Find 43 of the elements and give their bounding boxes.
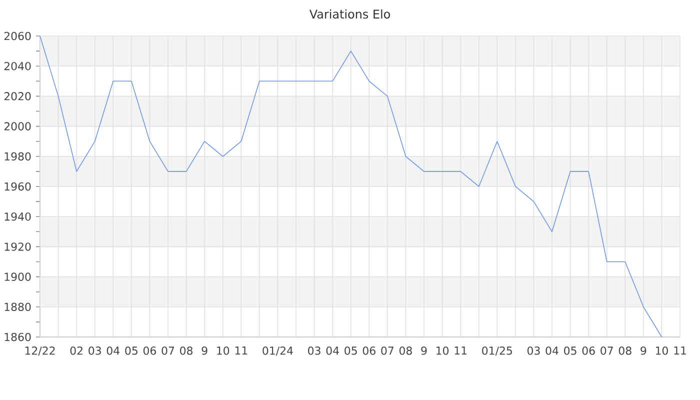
x-tick-label: 05 — [344, 346, 357, 355]
y-tick-label: 1900 — [4, 272, 31, 281]
y-tick-label: 1960 — [4, 182, 31, 191]
y-tick-label: 1980 — [4, 152, 31, 161]
x-tick-label: 10 — [436, 346, 449, 355]
y-tick-label: 1860 — [4, 332, 31, 342]
x-tick-label: 08 — [399, 346, 412, 355]
y-tick-label: 2060 — [4, 32, 31, 40]
x-tick-label: 02 — [70, 346, 82, 355]
x-tick-label: 9 — [202, 346, 208, 355]
x-tick-label: 11 — [674, 346, 686, 355]
y-tick-label: 1920 — [4, 242, 31, 251]
x-tick-label: 07 — [162, 346, 174, 355]
x-tick-label: 03 — [527, 346, 540, 355]
x-tick-label: 9 — [421, 346, 427, 355]
x-tick-label: 01/24 — [262, 346, 293, 356]
x-tick-label: 04 — [546, 346, 558, 355]
x-tick-label: 04 — [326, 346, 339, 355]
x-tick-label: 10 — [217, 346, 230, 355]
x-tick-label: 03 — [88, 346, 101, 355]
x-tick-label: 05 — [564, 346, 576, 355]
x-tick-label: 11 — [454, 346, 467, 355]
y-tick-label: 2040 — [4, 62, 31, 70]
x-tick-label: 12/22 — [25, 346, 55, 356]
x-tick-label: 06 — [362, 346, 376, 355]
x-tick-label: 07 — [381, 346, 394, 355]
x-tick-label: 08 — [618, 346, 632, 355]
y-tick-label: 2020 — [4, 92, 31, 100]
x-tick-label: 9 — [640, 346, 646, 355]
x-tick-label: 03 — [308, 346, 320, 355]
x-tick-label: 08 — [180, 346, 193, 355]
x-tick-label: 11 — [235, 346, 248, 355]
x-tick-label: 05 — [125, 346, 138, 355]
y-tick-label: 1880 — [4, 302, 31, 312]
x-tick-label: 04 — [106, 346, 120, 355]
x-tick-label: 06 — [582, 346, 595, 355]
x-tick-label: 06 — [143, 346, 156, 355]
y-tick-label: 1940 — [4, 212, 31, 221]
chart-title: Variations Elo — [309, 9, 390, 19]
y-tick-label: 2000 — [4, 122, 31, 130]
x-tick-label: 01/25 — [482, 346, 512, 356]
x-tick-label: 07 — [600, 346, 613, 355]
x-tick-label: 10 — [656, 346, 668, 355]
